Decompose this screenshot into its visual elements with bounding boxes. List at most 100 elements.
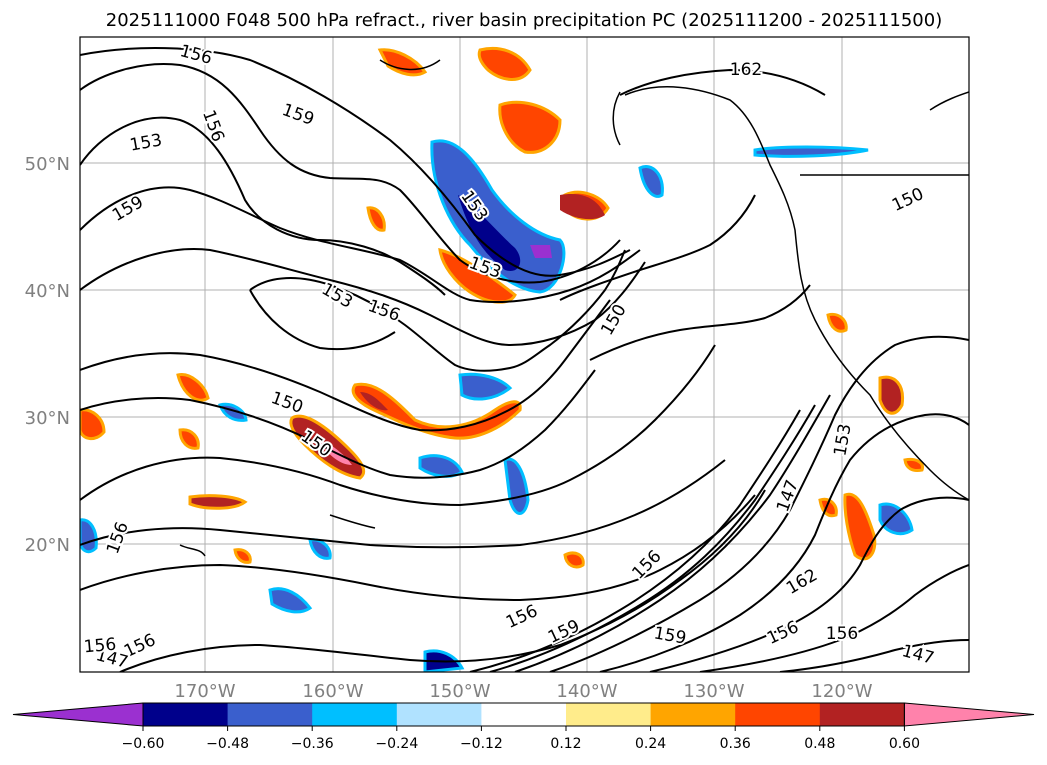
colorbar-segment bbox=[312, 703, 398, 726]
contour-line bbox=[699, 564, 969, 672]
precip-area bbox=[418, 454, 464, 478]
colorbar-segment bbox=[481, 703, 567, 726]
contour-label: 159 bbox=[652, 623, 687, 648]
lat-label: 40°N bbox=[25, 281, 70, 302]
hawaii-coastline bbox=[329, 514, 376, 529]
precip-area bbox=[818, 497, 838, 518]
contour-line bbox=[559, 194, 756, 301]
colorbar-tick-label: 0.36 bbox=[720, 736, 751, 752]
north-america-coastline bbox=[624, 86, 969, 501]
colorbar-segment bbox=[396, 703, 482, 726]
colorbar-ticks: −0.60 −0.48 −0.36 −0.24 −0.12 0.12 0.24 0.36 0.4… bbox=[122, 726, 920, 752]
precip-area bbox=[903, 458, 925, 472]
lat-label: 50°N bbox=[25, 154, 70, 175]
contour-line bbox=[549, 335, 969, 672]
contour-line bbox=[80, 248, 646, 347]
precip-area bbox=[638, 165, 664, 198]
colorbar-tick-label: −0.36 bbox=[291, 736, 334, 752]
precip-area bbox=[753, 145, 869, 158]
lon-label: 150°W bbox=[429, 681, 490, 702]
colorbar bbox=[12, 702, 1035, 727]
contour-line bbox=[469, 409, 801, 672]
colorbar-tick-label: 0.24 bbox=[635, 736, 666, 752]
contour-line bbox=[119, 489, 766, 672]
contour-line bbox=[80, 344, 716, 507]
map-content bbox=[80, 37, 969, 672]
colorbar-segment bbox=[566, 703, 652, 726]
colorbar-segment bbox=[227, 703, 313, 726]
contour-line bbox=[779, 639, 969, 672]
lat-label: 20°N bbox=[25, 535, 70, 556]
contour-line bbox=[514, 394, 831, 672]
colorbar-frame bbox=[142, 702, 905, 727]
coastlines bbox=[179, 59, 969, 557]
contour-line bbox=[619, 68, 826, 96]
precip-area bbox=[188, 494, 248, 510]
precip-area bbox=[498, 100, 562, 154]
colorbar-tick-label: −0.60 bbox=[122, 736, 165, 752]
colorbar-segment bbox=[735, 703, 821, 726]
precip-area bbox=[826, 312, 848, 333]
aleutian-coastline bbox=[379, 59, 441, 71]
precip-area bbox=[878, 375, 905, 415]
colorbar-tick-label: 0.60 bbox=[889, 736, 920, 752]
precip-area bbox=[360, 392, 388, 411]
contour-line bbox=[80, 63, 621, 284]
lat-label: 30°N bbox=[25, 408, 70, 429]
longitude-labels: 170°W 160°W 150°W 140°W 130°W 120°W bbox=[174, 681, 872, 702]
contour-line bbox=[489, 404, 816, 672]
contour-line bbox=[80, 369, 596, 479]
contour-line bbox=[80, 186, 641, 303]
colorbar-segment bbox=[819, 703, 905, 726]
map-frame bbox=[79, 36, 970, 673]
precip-area bbox=[176, 373, 210, 402]
contour-line bbox=[249, 289, 396, 351]
colorbar-tick-label: 0.48 bbox=[804, 736, 835, 752]
precip-shading bbox=[80, 46, 925, 672]
colorbar-tick-label: −0.12 bbox=[460, 736, 503, 752]
precip-area bbox=[351, 382, 522, 440]
lon-label: 170°W bbox=[174, 681, 235, 702]
precip-area bbox=[233, 548, 252, 564]
precip-area bbox=[268, 587, 313, 614]
hawaii-coastline bbox=[179, 544, 206, 557]
colorbar-tick-label: −0.24 bbox=[375, 736, 418, 752]
map-title: 2025111000 F048 500 hPa refract., river … bbox=[106, 10, 942, 31]
colorbar-extend-min bbox=[12, 702, 144, 727]
precip-area bbox=[308, 538, 332, 560]
lon-label: 140°W bbox=[556, 681, 617, 702]
precip-area bbox=[458, 372, 513, 401]
contour-label: 162 bbox=[730, 60, 762, 80]
contour-label: 156 bbox=[83, 635, 117, 658]
colorbar-tick-label: −0.48 bbox=[206, 736, 249, 752]
lon-label: 160°W bbox=[302, 681, 363, 702]
contour-line bbox=[249, 249, 626, 372]
contour-label: 156 bbox=[826, 624, 858, 644]
contour-line bbox=[80, 47, 631, 277]
precip-area bbox=[477, 46, 532, 81]
precip-area bbox=[563, 551, 585, 569]
lon-label: 130°W bbox=[683, 681, 744, 702]
precip-area bbox=[530, 245, 552, 258]
contour-line bbox=[80, 116, 446, 296]
colorbar-segment bbox=[650, 703, 736, 726]
lon-label: 120°W bbox=[811, 681, 872, 702]
colorbar-extend-max bbox=[903, 702, 1035, 727]
precip-area bbox=[458, 195, 521, 271]
contour-line bbox=[589, 284, 811, 361]
coastline bbox=[929, 91, 969, 111]
contour-line bbox=[649, 496, 969, 672]
latitude-labels: 50°N 40°N 30°N 20°N bbox=[25, 154, 70, 556]
precip-area bbox=[843, 492, 877, 561]
precip-area bbox=[366, 206, 386, 232]
precip-area bbox=[430, 139, 566, 294]
alaska-coastline bbox=[612, 91, 621, 146]
precip-area bbox=[503, 457, 530, 515]
contour-line bbox=[80, 459, 726, 549]
colorbar-tick-label: 0.12 bbox=[550, 736, 581, 752]
precip-area bbox=[178, 428, 200, 450]
colorbar-segment bbox=[143, 703, 229, 726]
contour-line bbox=[80, 494, 756, 602]
refractivity-contours bbox=[80, 47, 969, 672]
